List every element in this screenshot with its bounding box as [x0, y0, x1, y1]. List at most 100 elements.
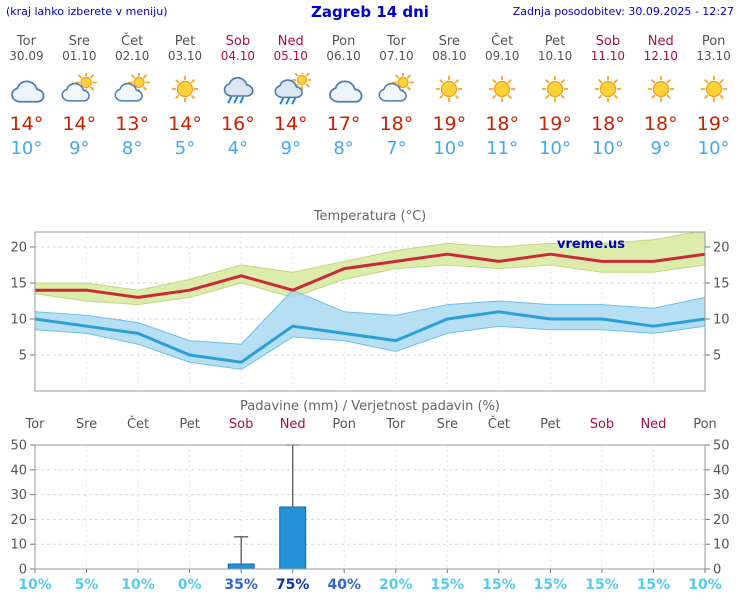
precip-day-labels: Tor Sre Čet Pet Sob Ned Pon Tor Sre Čet Pet Sob Ned P… — [0, 415, 740, 435]
high-temp: 19° — [696, 113, 731, 135]
day-column: Tor 07.10 18° 7° — [370, 34, 423, 159]
day-date: 04.10 — [220, 49, 256, 63]
day-name: Sre — [68, 34, 90, 49]
last-updated: Zadnja posodobitev: 30.09.2025 - 12:27 — [512, 5, 734, 18]
high-temp: 13° — [115, 113, 149, 135]
low-temp: 8° — [121, 138, 143, 159]
low-temp: 10° — [591, 138, 624, 159]
svg-text:5: 5 — [19, 349, 27, 364]
high-temp: 14° — [168, 113, 202, 135]
high-temp: 19° — [432, 113, 467, 135]
day-column: Čet 02.10 13° 8° — [106, 34, 159, 159]
partly-icon — [112, 73, 152, 105]
sunny-icon — [429, 73, 469, 105]
precip-day-label: Pet — [540, 417, 561, 432]
vreme-watermark[interactable]: vreme.us — [557, 237, 625, 252]
svg-text:20: 20 — [10, 241, 27, 256]
day-name: Sob — [595, 34, 621, 49]
svg-text:10: 10 — [10, 313, 27, 328]
day-name: Tor — [386, 34, 406, 49]
high-temp: 18° — [591, 113, 625, 135]
precip-probability-label: 15% — [585, 577, 619, 593]
day-name: Tor — [16, 34, 36, 49]
day-name: Sre — [438, 34, 460, 49]
precip-probability-label: 75% — [275, 577, 310, 593]
sunny-icon — [588, 73, 628, 105]
precip-day-label: Ned — [640, 417, 667, 432]
day-name: Čet — [491, 34, 514, 49]
day-date: 02.10 — [114, 49, 150, 63]
svg-text:40: 40 — [10, 463, 27, 478]
precip-probability-label: 10% — [18, 577, 52, 593]
svg-text:10: 10 — [713, 538, 730, 553]
svg-text:15: 15 — [10, 277, 27, 292]
low-temp: 9° — [280, 138, 301, 159]
sun-rain-icon — [271, 73, 311, 105]
day-date: 30.09 — [9, 49, 44, 63]
high-temp: 14° — [9, 113, 44, 135]
svg-text:20: 20 — [10, 513, 27, 528]
day-column: Ned 05.10 14° 9° — [264, 34, 317, 159]
low-temp: 10° — [539, 138, 571, 159]
day-date: 05.10 — [273, 49, 308, 63]
day-column: Sre 08.10 19° 10° — [423, 34, 476, 159]
day-column: Čet 09.10 18° 11° — [476, 34, 529, 159]
precip-probability-label: 0% — [177, 577, 202, 593]
sunny-icon — [641, 73, 681, 105]
svg-text:10: 10 — [713, 313, 730, 328]
high-temp: 14° — [62, 113, 97, 135]
day-column: Sre 01.10 14° 9° — [53, 34, 106, 159]
precip-probability-label: 15% — [430, 577, 465, 593]
svg-text:30: 30 — [10, 488, 27, 503]
day-column: Pet 10.10 19° 10° — [529, 34, 582, 159]
day-column: Sob 11.10 18° 10° — [581, 34, 634, 159]
day-date: 01.10 — [62, 49, 97, 63]
day-name: Ned — [277, 34, 304, 49]
svg-text:10: 10 — [10, 538, 27, 553]
day-column: Pon 06.10 17° 8° — [317, 34, 370, 159]
partly-icon — [376, 73, 416, 105]
precip-probability-label: 35% — [224, 577, 258, 593]
day-date: 07.10 — [379, 49, 414, 63]
low-temp: 5° — [174, 138, 196, 159]
day-date: 12.10 — [643, 49, 678, 63]
sunny-icon — [165, 73, 205, 105]
high-temp: 16° — [221, 113, 255, 135]
precip-probability-label: 15% — [636, 577, 671, 593]
day-name: Pon — [331, 34, 356, 49]
low-temp: 8° — [333, 138, 354, 159]
day-name: Ned — [647, 34, 674, 49]
precip-probability-label: 15% — [533, 577, 568, 593]
precip-day-label: Čet — [126, 417, 150, 432]
precip-chart: 0 0 10 10 20 20 30 30 40 40 50 50 — [10, 439, 730, 576]
day-name: Čet — [121, 34, 144, 49]
precip-probability-label: 40% — [327, 577, 361, 593]
precip-probability-label: 10% — [688, 577, 722, 593]
precip-day-label: Sre — [75, 417, 98, 432]
day-column: Pon 13.10 19° 10° — [687, 34, 740, 159]
precip-day-label: Sob — [228, 417, 254, 432]
day-date: 06.10 — [326, 49, 361, 63]
day-date: 08.10 — [432, 49, 467, 63]
forecast-row: Tor 30.09 14° 10° Sre 01.10 14° 9° Čet 02.10 13° 8°… — [0, 34, 740, 159]
precip-day-label: Pet — [179, 417, 200, 432]
low-temp: 10° — [433, 138, 466, 159]
day-date: 13.10 — [696, 49, 731, 63]
svg-text:0: 0 — [19, 563, 27, 576]
day-column: Tor 30.09 14° 10° — [0, 34, 53, 159]
low-temp: 4° — [227, 138, 249, 159]
precip-day-label: Čet — [487, 417, 510, 432]
high-temp: 18° — [643, 113, 678, 135]
precip-day-label: Pon — [693, 417, 717, 432]
precip-day-label: Sob — [589, 417, 615, 432]
high-temp: 14° — [273, 113, 308, 135]
low-temp: 9° — [650, 138, 671, 159]
svg-text:50: 50 — [10, 439, 27, 454]
sunny-icon — [535, 73, 575, 105]
precip-day-label: Tor — [386, 417, 406, 432]
precip-day-label: Pon — [332, 417, 357, 432]
svg-text:50: 50 — [713, 439, 730, 454]
svg-text:40: 40 — [713, 463, 730, 478]
high-temp: 17° — [326, 113, 361, 135]
